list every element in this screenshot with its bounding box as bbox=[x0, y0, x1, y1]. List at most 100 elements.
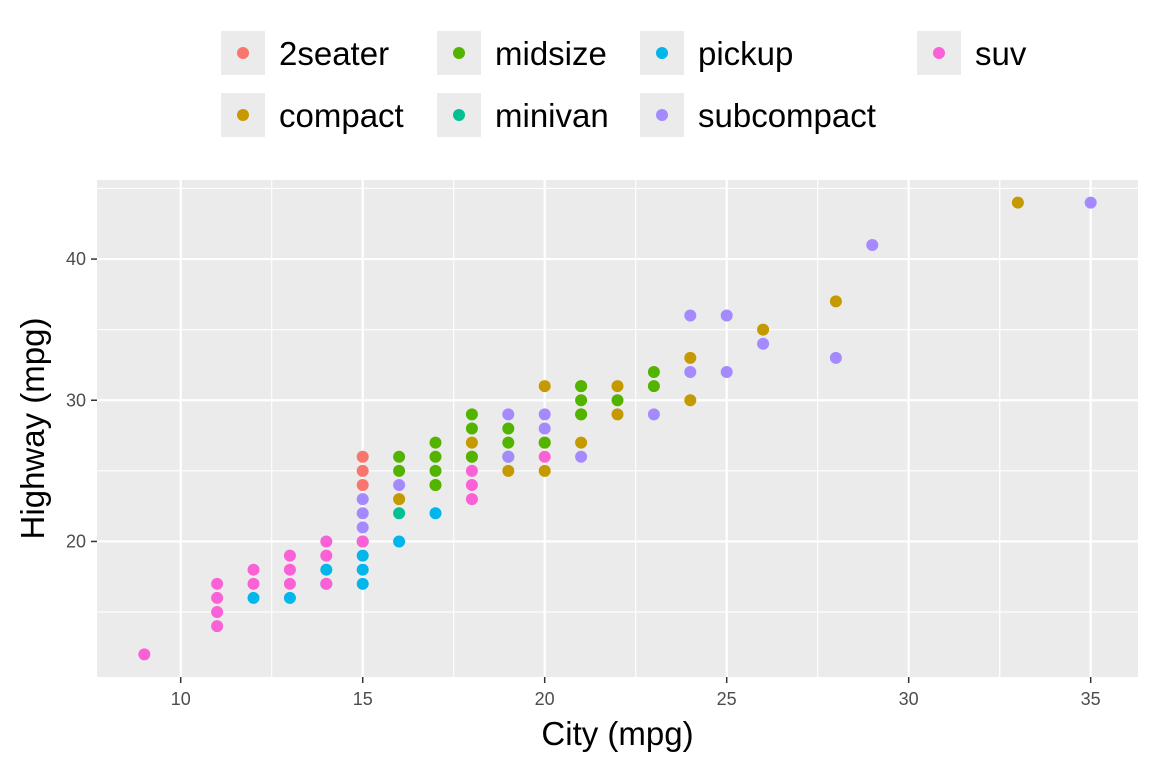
point-subcompact bbox=[502, 450, 515, 463]
y-axis-title: Highway (mpg) bbox=[14, 318, 51, 540]
point-midsize bbox=[465, 450, 478, 463]
point-subcompact bbox=[647, 408, 660, 421]
point-subcompact bbox=[720, 309, 733, 322]
legend-marker bbox=[933, 47, 945, 59]
point-subcompact bbox=[575, 450, 588, 463]
point-pickup bbox=[320, 563, 333, 576]
point-pickup bbox=[356, 549, 369, 562]
point-subcompact bbox=[356, 493, 369, 506]
point-compact bbox=[757, 323, 770, 336]
point-midsize bbox=[393, 464, 406, 477]
point-midsize bbox=[575, 394, 588, 407]
legend-item-2seater: 2seater bbox=[221, 31, 389, 75]
legend-marker bbox=[453, 47, 465, 59]
point-compact bbox=[575, 436, 588, 449]
legend-item-pickup: pickup bbox=[640, 31, 793, 75]
point-2seater bbox=[356, 478, 369, 491]
point-suv bbox=[138, 648, 151, 661]
x-tick-label: 25 bbox=[717, 689, 737, 709]
point-suv bbox=[211, 577, 224, 590]
point-compact bbox=[611, 408, 624, 421]
legend-label: compact bbox=[279, 97, 404, 134]
legend-item-subcompact: subcompact bbox=[640, 93, 876, 137]
legend-label: minivan bbox=[495, 97, 609, 134]
point-compact bbox=[502, 464, 515, 477]
point-suv bbox=[283, 563, 296, 576]
legend-label: midsize bbox=[495, 35, 607, 72]
plot-panel bbox=[97, 180, 1138, 677]
point-suv bbox=[283, 549, 296, 562]
point-pickup bbox=[283, 591, 296, 604]
point-compact bbox=[1011, 196, 1024, 209]
point-subcompact bbox=[829, 351, 842, 364]
point-pickup bbox=[356, 577, 369, 590]
y-tick-label: 40 bbox=[66, 249, 86, 269]
legend-marker bbox=[656, 109, 668, 121]
point-compact bbox=[611, 380, 624, 393]
point-subcompact bbox=[356, 507, 369, 520]
point-compact bbox=[684, 394, 697, 407]
point-compact bbox=[393, 493, 406, 506]
point-subcompact bbox=[393, 478, 406, 491]
point-subcompact bbox=[502, 408, 515, 421]
point-midsize bbox=[647, 380, 660, 393]
legend-item-midsize: midsize bbox=[437, 31, 607, 75]
point-midsize bbox=[575, 408, 588, 421]
point-compact bbox=[538, 380, 551, 393]
x-tick-label: 15 bbox=[353, 689, 373, 709]
point-midsize bbox=[393, 450, 406, 463]
x-tick-label: 10 bbox=[171, 689, 191, 709]
legend-marker bbox=[237, 109, 249, 121]
axes: 10 15 20 25 30 35 20 30 40 bbox=[66, 249, 1101, 709]
point-subcompact bbox=[866, 238, 879, 251]
point-suv bbox=[247, 563, 260, 576]
point-suv bbox=[211, 606, 224, 619]
point-minivan bbox=[393, 507, 406, 520]
point-midsize bbox=[465, 422, 478, 435]
point-suv bbox=[356, 535, 369, 548]
point-subcompact bbox=[684, 309, 697, 322]
point-suv bbox=[320, 535, 333, 548]
legend-item-suv: suv bbox=[917, 31, 1027, 75]
point-midsize bbox=[429, 464, 442, 477]
x-tick-label: 20 bbox=[535, 689, 555, 709]
point-midsize bbox=[502, 422, 515, 435]
point-suv bbox=[465, 493, 478, 506]
x-axis-title: City (mpg) bbox=[541, 715, 693, 752]
point-midsize bbox=[575, 380, 588, 393]
data-points bbox=[138, 196, 1097, 661]
point-subcompact bbox=[720, 366, 733, 379]
point-subcompact bbox=[356, 521, 369, 534]
x-tick-label: 35 bbox=[1081, 689, 1101, 709]
point-midsize bbox=[465, 408, 478, 421]
point-midsize bbox=[538, 436, 551, 449]
legend: 2seater midsize pickup suv compact minivan sub… bbox=[221, 31, 1027, 137]
point-subcompact bbox=[538, 422, 551, 435]
legend-marker bbox=[453, 109, 465, 121]
grid bbox=[97, 180, 1138, 677]
y-tick-label: 30 bbox=[66, 390, 86, 410]
legend-item-compact: compact bbox=[221, 93, 404, 137]
point-pickup bbox=[247, 591, 260, 604]
point-suv bbox=[211, 591, 224, 604]
point-midsize bbox=[429, 450, 442, 463]
point-compact bbox=[465, 436, 478, 449]
legend-label: pickup bbox=[698, 35, 793, 72]
point-suv bbox=[211, 620, 224, 633]
legend-label: 2seater bbox=[279, 35, 389, 72]
point-midsize bbox=[429, 436, 442, 449]
point-pickup bbox=[393, 535, 406, 548]
point-suv bbox=[465, 478, 478, 491]
point-midsize bbox=[429, 478, 442, 491]
point-midsize bbox=[502, 436, 515, 449]
point-2seater bbox=[356, 464, 369, 477]
x-tick-label: 30 bbox=[899, 689, 919, 709]
y-tick-label: 20 bbox=[66, 531, 86, 551]
legend-label: suv bbox=[975, 35, 1027, 72]
point-pickup bbox=[356, 563, 369, 576]
point-suv bbox=[247, 577, 260, 590]
point-subcompact bbox=[684, 366, 697, 379]
legend-label: subcompact bbox=[698, 97, 876, 134]
legend-item-minivan: minivan bbox=[437, 93, 609, 137]
